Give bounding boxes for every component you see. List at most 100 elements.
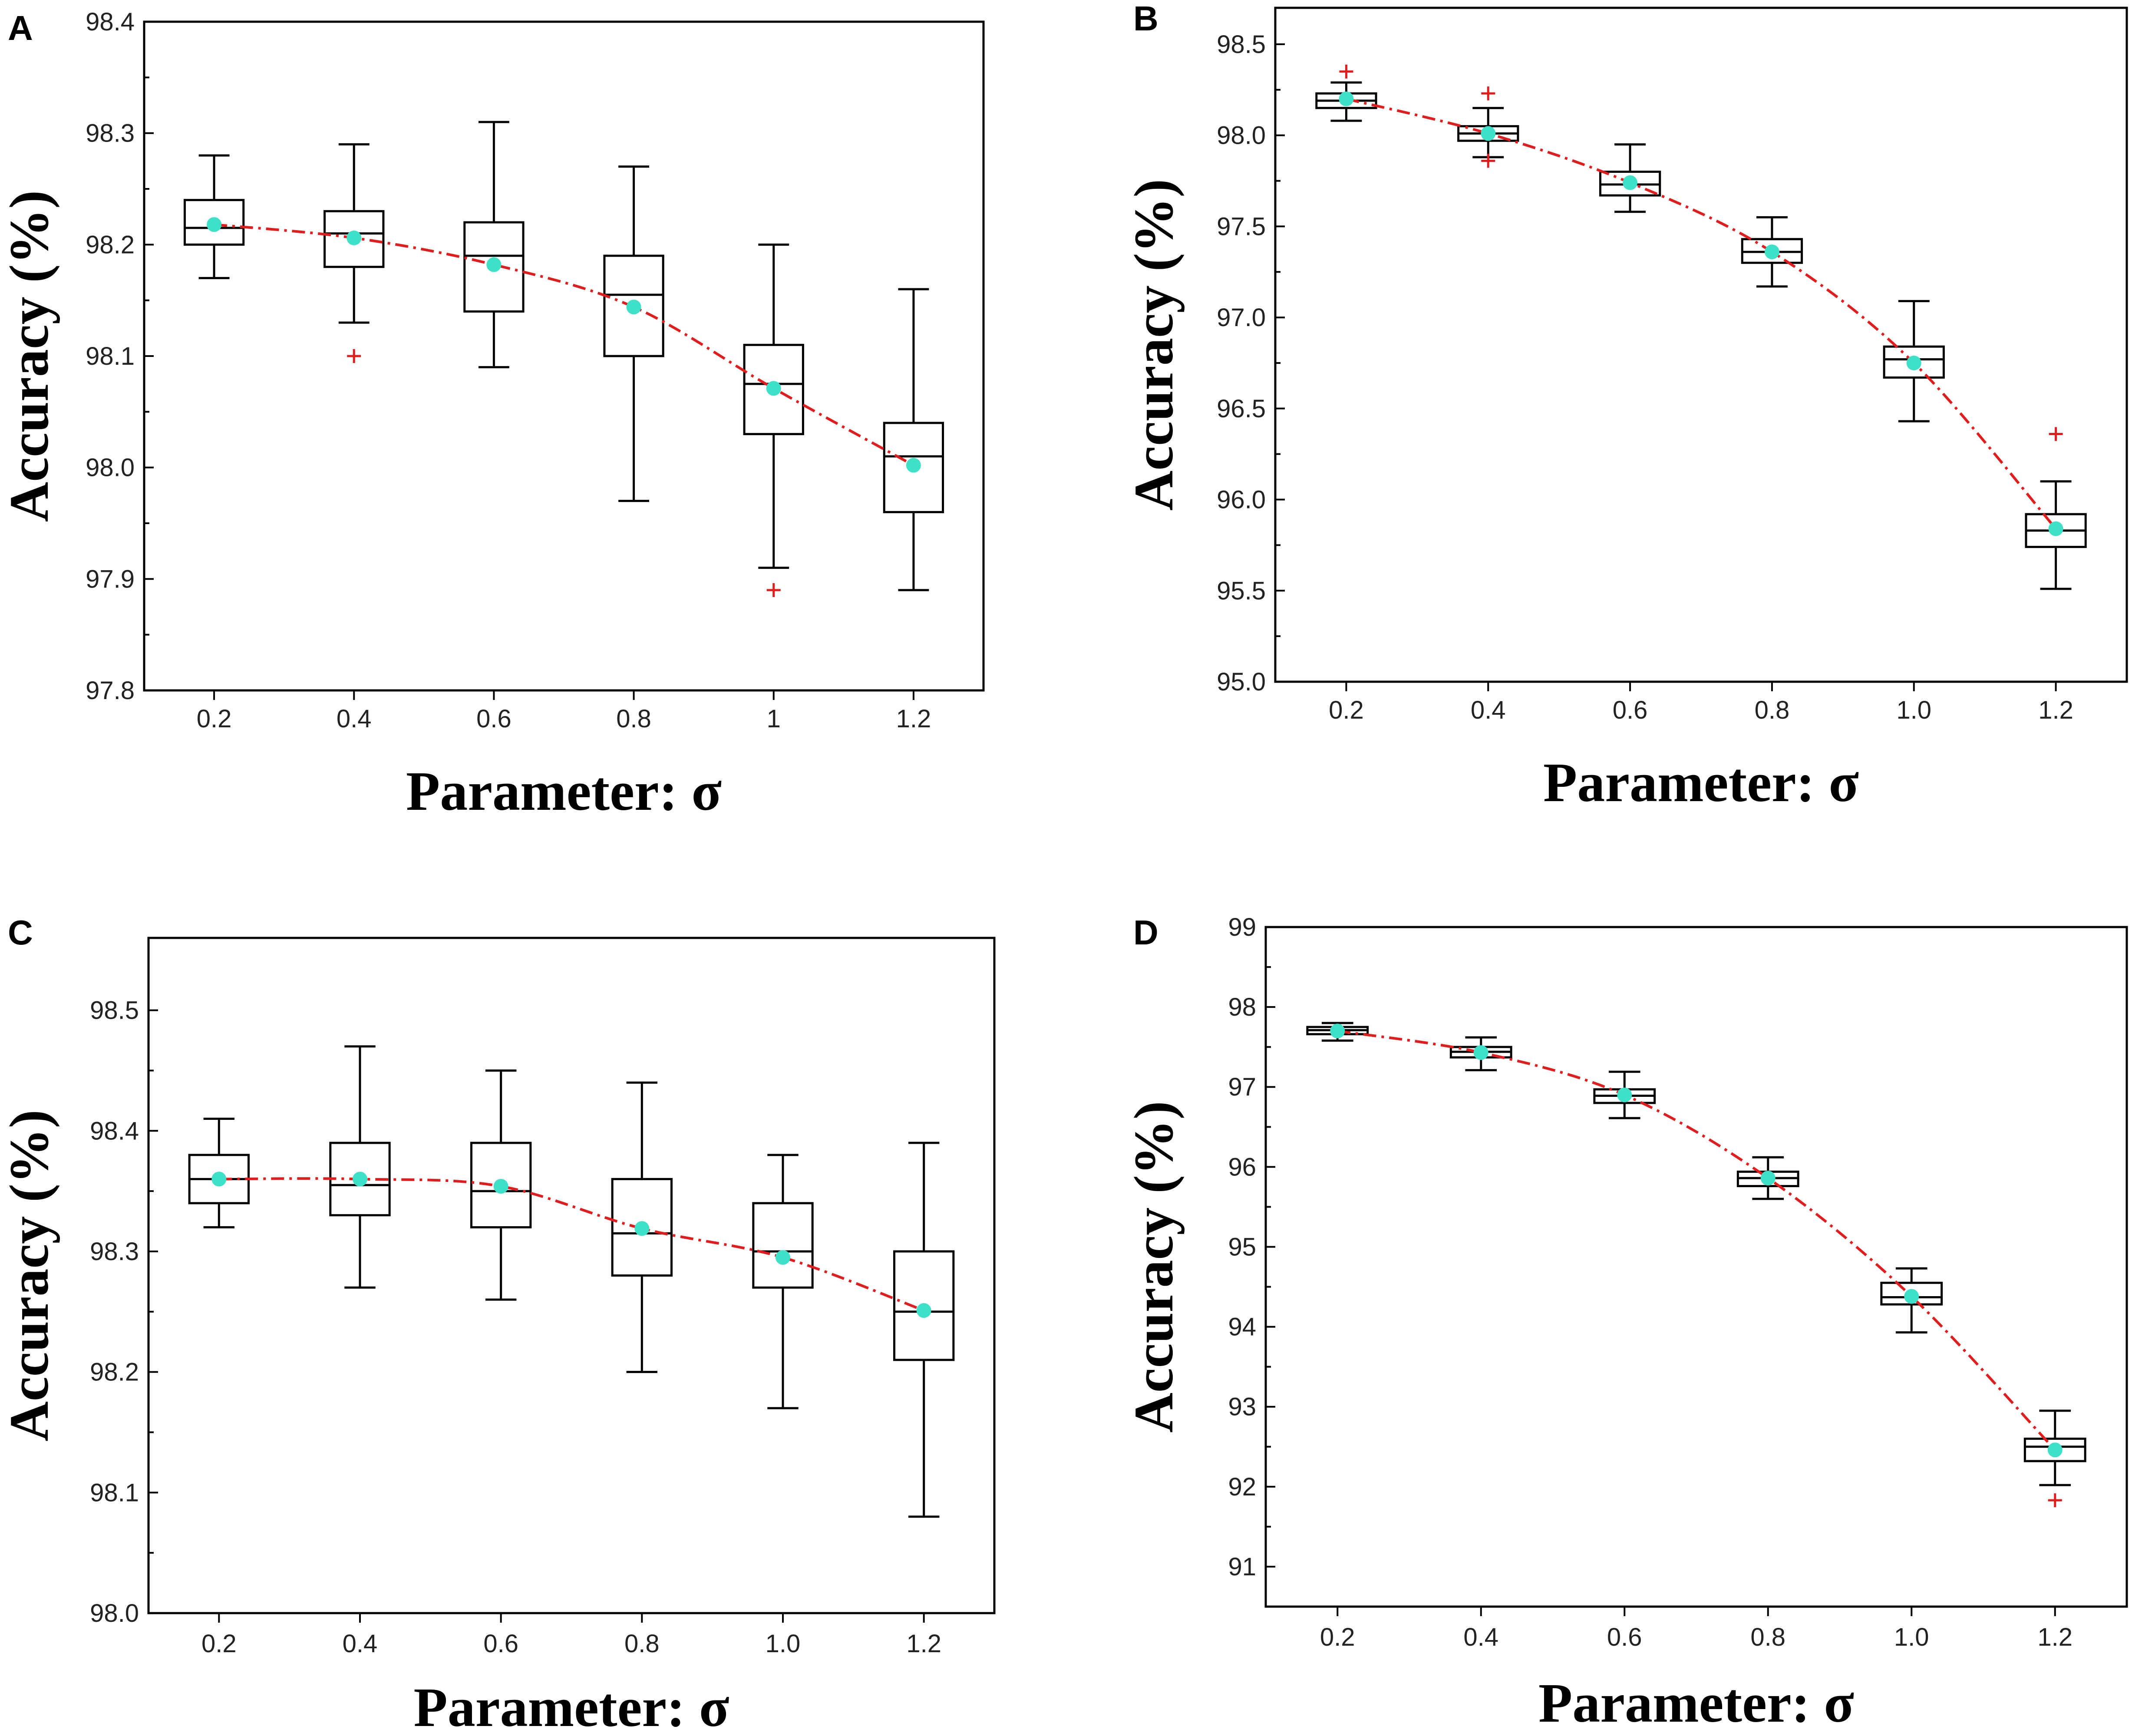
box-plot-0.8 bbox=[603, 165, 664, 502]
box-plot-0.6 bbox=[463, 121, 525, 369]
x-tick-label: 1.0 bbox=[1894, 1623, 1929, 1651]
x-tick-label: 0.6 bbox=[483, 1630, 518, 1658]
y-tick-label: 98.3 bbox=[86, 119, 135, 148]
x-axis-title: Parameter: σ bbox=[406, 760, 722, 822]
y-tick-label: 92 bbox=[1228, 1473, 1256, 1501]
mean-point bbox=[776, 1250, 790, 1265]
y-tick-label: 97 bbox=[1228, 1073, 1256, 1101]
y-tick-label: 95 bbox=[1228, 1233, 1256, 1261]
x-tick-label: 0.8 bbox=[1750, 1623, 1785, 1651]
box-plot-1.0 bbox=[752, 1154, 814, 1409]
plot-frame bbox=[147, 937, 996, 1614]
mean-point bbox=[1906, 355, 1921, 370]
outlier-marker bbox=[347, 349, 361, 363]
mean-point bbox=[2047, 1442, 2063, 1458]
x-tick-label: 0.4 bbox=[337, 705, 372, 733]
mean-point bbox=[1623, 175, 1638, 190]
x-tick-label: 0.2 bbox=[1320, 1623, 1355, 1651]
y-tick-label: 99 bbox=[1228, 913, 1256, 941]
y-tick-label: 98.1 bbox=[86, 342, 135, 370]
mean-point bbox=[1764, 244, 1779, 260]
x-tick-label: 0.2 bbox=[201, 1630, 237, 1658]
x-tick-label: 0.4 bbox=[343, 1630, 378, 1658]
mean-point bbox=[766, 381, 781, 396]
x-tick-label: 0.6 bbox=[1607, 1623, 1642, 1651]
plot-frame bbox=[1274, 7, 2128, 683]
y-axis-title: Accuracy (%) bbox=[1123, 1101, 1185, 1432]
y-tick-label: 98 bbox=[1228, 993, 1256, 1021]
y-tick-label: 98.3 bbox=[90, 1238, 139, 1266]
outlier-marker bbox=[766, 583, 781, 597]
iqr-box bbox=[752, 1202, 814, 1289]
box-plot-1.2 bbox=[2023, 1409, 2086, 1508]
mean-trend-line bbox=[1346, 97, 2057, 530]
mean-point bbox=[486, 257, 502, 272]
mean-point bbox=[1617, 1087, 1632, 1102]
x-tick-label: 1.2 bbox=[896, 705, 931, 733]
box-plot-1 bbox=[743, 243, 804, 597]
y-tick-label: 91 bbox=[1228, 1553, 1256, 1581]
mean-point bbox=[2048, 521, 2063, 536]
y-tick-label: 96.5 bbox=[1217, 395, 1266, 423]
y-tick-label: 98.1 bbox=[90, 1479, 139, 1507]
x-tick-label: 0.2 bbox=[1329, 696, 1364, 724]
panel-letter: A bbox=[8, 9, 33, 47]
mean-point bbox=[1760, 1171, 1776, 1186]
y-tick-label: 98.0 bbox=[1217, 122, 1266, 150]
mean-trend-line bbox=[1337, 1030, 2056, 1451]
y-tick-label: 98.2 bbox=[90, 1358, 139, 1386]
mean-point bbox=[626, 300, 641, 315]
plot-frame bbox=[1264, 926, 2128, 1608]
x-tick-label: 0.8 bbox=[616, 705, 651, 733]
x-axis-title: Parameter: σ bbox=[1538, 1672, 1854, 1734]
outlier-marker bbox=[2049, 427, 2063, 441]
x-tick-label: 0.4 bbox=[1471, 696, 1506, 724]
outlier-marker bbox=[1481, 154, 1495, 168]
y-axis-title: Accuracy (%) bbox=[0, 190, 60, 522]
y-tick-label: 98.5 bbox=[1217, 30, 1266, 59]
panel-letter: B bbox=[1133, 0, 1158, 38]
mean-point bbox=[211, 1172, 227, 1187]
x-tick-label: 0.6 bbox=[476, 705, 512, 733]
mean-point bbox=[916, 1303, 931, 1318]
mean-point bbox=[1339, 91, 1354, 106]
y-tick-label: 96.0 bbox=[1217, 486, 1266, 514]
x-tick-label: 1.2 bbox=[2037, 1623, 2073, 1651]
x-tick-label: 0.6 bbox=[1613, 696, 1648, 724]
y-tick-label: 97.9 bbox=[86, 565, 135, 593]
mean-point bbox=[353, 1172, 367, 1187]
box-plot-0.4 bbox=[329, 1045, 391, 1289]
mean-point bbox=[1481, 126, 1496, 141]
mean-point bbox=[347, 230, 362, 245]
panel-b: B 95.0 95.5 96.0 96.5 97.0 97.5 98.0 98.5 0.2 0.4 0… bbox=[1123, 0, 2128, 813]
y-tick-label: 98.0 bbox=[90, 1599, 139, 1627]
y-tick-label: 95.0 bbox=[1217, 668, 1266, 696]
x-axis-title: Parameter: σ bbox=[414, 1677, 729, 1736]
panel-d: D 91 92 93 94 95 96 97 98 99 0.2 0.4 0.6 0.8 1.0 1.2 Par… bbox=[1123, 913, 2128, 1734]
x-tick-label: 0.2 bbox=[197, 705, 232, 733]
y-tick-label: 98.2 bbox=[86, 231, 135, 259]
y-tick-label: 97.8 bbox=[86, 677, 135, 705]
x-tick-label: 1.0 bbox=[766, 1630, 801, 1658]
panel-c: C 98.0 98.1 98.2 98.3 98.4 98.5 0.2 0.4 0.6 0.8 1.0… bbox=[0, 913, 996, 1736]
outlier-marker bbox=[1339, 64, 1353, 79]
plot-frame bbox=[143, 20, 985, 692]
mean-point bbox=[1330, 1023, 1345, 1039]
y-tick-label: 93 bbox=[1228, 1393, 1256, 1421]
outlier-marker bbox=[2048, 1493, 2062, 1508]
outlier-marker bbox=[1481, 86, 1495, 101]
mean-point bbox=[493, 1179, 508, 1194]
x-tick-label: 0.8 bbox=[624, 1630, 660, 1658]
y-tick-label: 98.4 bbox=[90, 1117, 139, 1145]
mean-point bbox=[906, 458, 921, 473]
y-tick-label: 97.0 bbox=[1217, 304, 1266, 332]
x-axis-title: Parameter: σ bbox=[1543, 752, 1859, 813]
box-plot-0.8 bbox=[1741, 216, 1803, 288]
y-tick-label: 95.5 bbox=[1217, 577, 1266, 605]
y-axis-title: Accuracy (%) bbox=[0, 1109, 60, 1441]
box-plot-1.2 bbox=[2025, 427, 2087, 590]
box-plot-1.2 bbox=[883, 288, 944, 591]
x-tick-label: 1.2 bbox=[2038, 696, 2073, 724]
y-tick-label: 98.4 bbox=[86, 8, 135, 36]
